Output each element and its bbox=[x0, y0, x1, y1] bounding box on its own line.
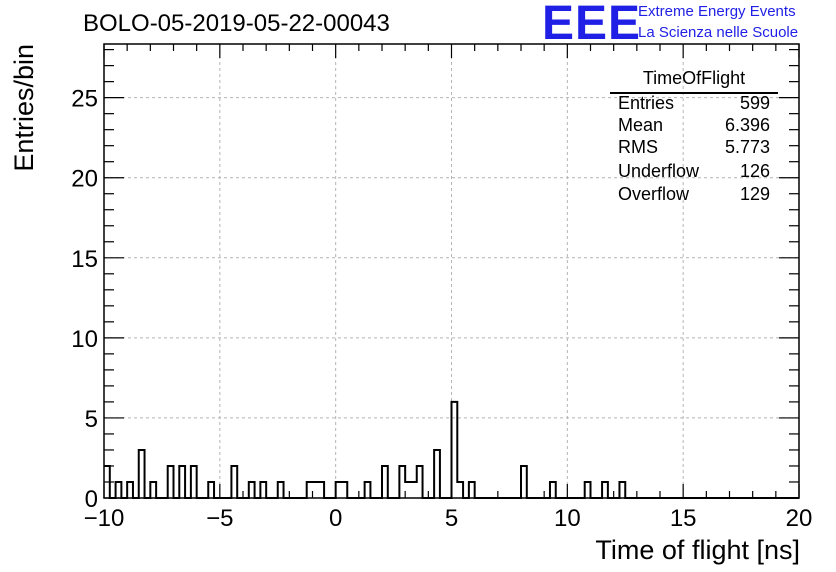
stats-row-entries: Entries 599 bbox=[610, 93, 770, 115]
logo-line-2: La Scienza nelle Scuole bbox=[638, 24, 799, 41]
stats-row-mean: Mean 6.396 bbox=[610, 115, 770, 137]
y-tick-label: 5 bbox=[85, 406, 98, 433]
x-tick-label: 15 bbox=[670, 505, 697, 532]
stats-label: Underflow bbox=[618, 161, 700, 181]
x-tick-label: −10 bbox=[84, 505, 125, 532]
stats-divider bbox=[610, 92, 778, 94]
y-axis-label: Entries/bin bbox=[9, 44, 39, 172]
axis-ticks bbox=[103, 44, 800, 499]
x-tick-label: 20 bbox=[786, 505, 813, 532]
x-tick-label: 0 bbox=[329, 505, 342, 532]
x-tick-label: 10 bbox=[554, 505, 581, 532]
stats-row-overflow: Overflow 129 bbox=[610, 184, 770, 206]
y-tick-label: 25 bbox=[71, 86, 98, 113]
y-tick-label: 0 bbox=[85, 486, 98, 513]
y-tick-label: 15 bbox=[71, 246, 98, 273]
y-tick-label: 20 bbox=[71, 166, 98, 193]
chart-title: BOLO-05-2019-05-22-00043 bbox=[83, 10, 390, 37]
y-tick-labels: 0 5 10 15 20 25 bbox=[71, 86, 98, 513]
x-tick-label: 5 bbox=[445, 505, 458, 532]
logo-line-1: Extreme Energy Events bbox=[638, 3, 796, 20]
stats-title: TimeOfFlight bbox=[642, 68, 746, 88]
stats-value: 599 bbox=[739, 93, 770, 113]
x-axis-label: Time of flight [ns] bbox=[595, 535, 800, 565]
x-tick-label: −5 bbox=[206, 505, 233, 532]
stats-row-rms: RMS 5.773 bbox=[610, 137, 770, 159]
stats-box: TimeOfFlight Entries 599 Mean 6.396 RMS … bbox=[610, 68, 778, 208]
stats-label: Mean bbox=[618, 115, 664, 135]
histogram-outline bbox=[104, 400, 799, 499]
stats-label: Overflow bbox=[618, 184, 690, 204]
x-tick-labels: −10 −5 0 5 10 15 20 bbox=[84, 505, 813, 532]
stats-row-underflow: Underflow 126 bbox=[610, 161, 770, 183]
y-tick-label: 10 bbox=[71, 326, 98, 353]
stats-value: 5.773 bbox=[724, 137, 770, 157]
eee-logo-mark: EEE bbox=[542, 0, 642, 50]
stats-value: 6.396 bbox=[724, 115, 770, 135]
stats-value: 126 bbox=[739, 161, 770, 181]
stats-label: RMS bbox=[618, 137, 658, 157]
stats-label: Entries bbox=[618, 93, 675, 113]
stats-value: 129 bbox=[739, 184, 770, 204]
